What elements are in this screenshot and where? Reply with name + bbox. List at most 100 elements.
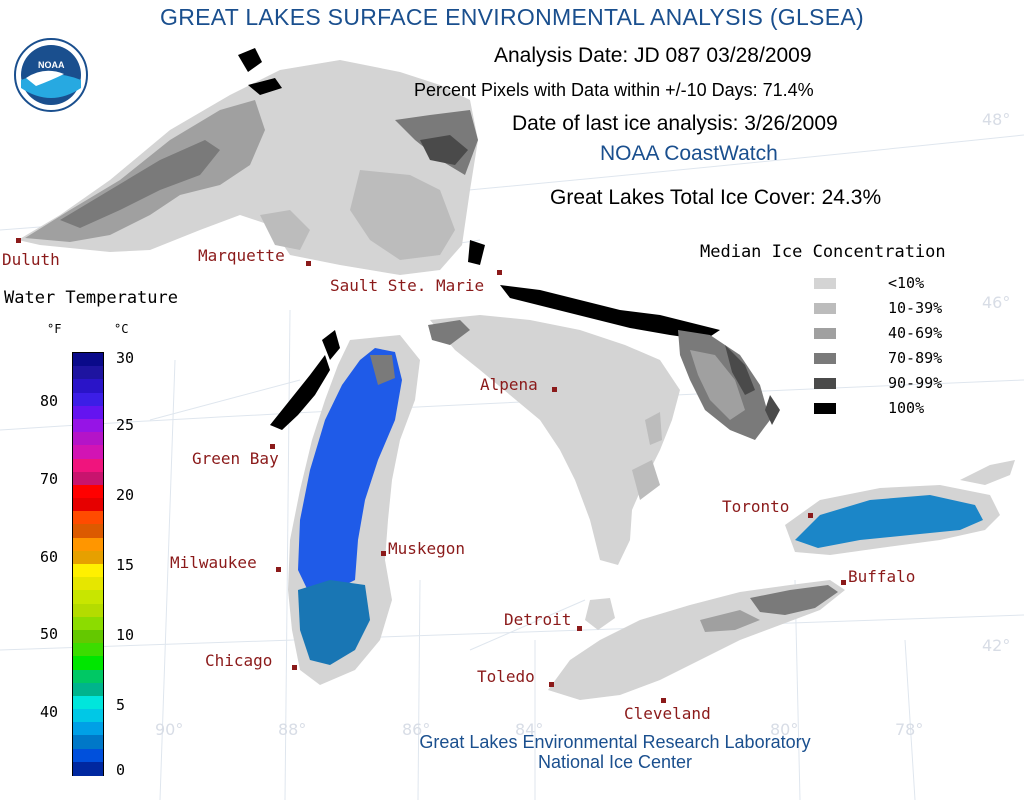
temp-bar-segment bbox=[73, 366, 103, 380]
temp-bar-segment bbox=[73, 695, 103, 710]
ice-legend-title: Median Ice Concentration bbox=[700, 242, 946, 262]
c-tick-label: 5 bbox=[116, 696, 126, 714]
temp-bar-segment bbox=[73, 511, 103, 525]
city-marker bbox=[577, 626, 582, 631]
c-tick-label: 0 bbox=[116, 761, 126, 779]
temp-bar-segment bbox=[73, 761, 103, 776]
ice-legend-label: 90-99% bbox=[888, 374, 943, 392]
total-ice-cover: Great Lakes Total Ice Cover: 24.3% bbox=[550, 186, 882, 209]
graticule-label: 42° bbox=[982, 636, 1011, 655]
city-marker bbox=[276, 567, 281, 572]
temp-bar-segment bbox=[73, 709, 103, 723]
noaa-logo: NOAA bbox=[14, 38, 88, 112]
temp-bar-segment bbox=[73, 537, 103, 552]
analysis-date: Analysis Date: JD 087 03/28/2009 bbox=[494, 44, 812, 67]
temp-bar-segment bbox=[73, 669, 103, 684]
c-tick-label: 15 bbox=[116, 556, 135, 574]
city-label: Duluth bbox=[2, 250, 60, 269]
temp-bar-segment bbox=[73, 471, 103, 486]
ice-legend-swatch bbox=[814, 278, 836, 289]
source-label: NOAA CoastWatch bbox=[600, 142, 778, 165]
graticule-label: 80° bbox=[770, 720, 799, 739]
noaa-logo-text: NOAA bbox=[38, 60, 65, 70]
city-label: Marquette bbox=[198, 246, 285, 265]
ice-legend-label: 70-89% bbox=[888, 349, 943, 367]
graticule-label: 86° bbox=[402, 720, 431, 739]
c-tick-label: 30 bbox=[116, 349, 135, 367]
temp-bar-segment bbox=[73, 550, 103, 565]
temp-bar-segment bbox=[73, 498, 103, 512]
ice-legend-label: <10% bbox=[888, 274, 925, 292]
graticule-label: 90° bbox=[155, 720, 184, 739]
ice-legend-swatch bbox=[814, 328, 836, 339]
city-label: Toronto bbox=[722, 497, 790, 516]
temp-bar-segment bbox=[73, 405, 103, 420]
temp-bar-segment bbox=[73, 643, 103, 657]
temp-bar-segment bbox=[73, 629, 103, 644]
city-label: Detroit bbox=[504, 610, 572, 629]
temp-bar-segment bbox=[73, 748, 103, 763]
city-label: Sault Ste. Marie bbox=[330, 276, 485, 295]
city-marker bbox=[808, 513, 813, 518]
city-marker bbox=[552, 387, 557, 392]
temp-bar-segment bbox=[73, 722, 103, 736]
lake-superior bbox=[18, 48, 478, 275]
credit-glerl: Great Lakes Environmental Research Labor… bbox=[419, 732, 811, 752]
ice-legend-swatch bbox=[814, 378, 836, 389]
city-label: Cleveland bbox=[624, 704, 711, 723]
temp-bar-segment bbox=[73, 353, 103, 367]
lake-michigan bbox=[270, 330, 420, 685]
lake-huron bbox=[428, 315, 780, 565]
ice-legend-swatch bbox=[814, 303, 836, 314]
city-marker bbox=[549, 682, 554, 687]
f-tick-label: 70 bbox=[40, 470, 59, 488]
ice-legend: Median Ice Concentration <10% 10-39% 40-69… bbox=[698, 242, 988, 422]
temp-bar-segment bbox=[73, 577, 103, 591]
temp-bar-segment bbox=[73, 432, 103, 446]
page-title: GREAT LAKES SURFACE ENVIRONMENTAL ANALYS… bbox=[160, 4, 864, 30]
temp-bar-segment bbox=[73, 445, 103, 459]
city-label: Chicago bbox=[205, 651, 273, 670]
city-marker bbox=[497, 270, 502, 275]
c-tick-label: 10 bbox=[116, 626, 135, 644]
temp-bar-segment bbox=[73, 656, 103, 670]
city-label: Green Bay bbox=[192, 449, 279, 468]
city-marker bbox=[661, 698, 666, 703]
temp-bar-segment bbox=[73, 603, 103, 618]
temperature-scale-bar bbox=[72, 352, 104, 776]
city-label: Muskegon bbox=[388, 539, 466, 558]
ice-legend-swatch bbox=[814, 353, 836, 364]
f-tick-label: 60 bbox=[40, 548, 59, 566]
city-marker bbox=[306, 261, 311, 266]
credit-nic: National Ice Center bbox=[537, 752, 693, 772]
temp-bar-segment bbox=[73, 564, 103, 578]
unit-f: °F bbox=[47, 322, 62, 336]
north-channel-ice bbox=[468, 240, 720, 340]
temp-bar-segment bbox=[73, 616, 103, 631]
city-marker bbox=[292, 665, 297, 670]
city-marker bbox=[841, 580, 846, 585]
temp-bar-segment bbox=[73, 590, 103, 605]
unit-c: °C bbox=[114, 322, 129, 336]
graticule-label: 84° bbox=[515, 720, 544, 739]
graticule-label: 88° bbox=[278, 720, 307, 739]
city-marker bbox=[270, 444, 275, 449]
ice-legend-label: 10-39% bbox=[888, 299, 943, 317]
ice-legend-label: 40-69% bbox=[888, 324, 943, 342]
temp-bar-segment bbox=[73, 418, 103, 433]
temp-bar-segment bbox=[73, 735, 103, 750]
f-tick-label: 50 bbox=[40, 625, 59, 643]
f-tick-label: 40 bbox=[40, 703, 59, 721]
temp-bar-segment bbox=[73, 682, 103, 697]
temp-bar-segment bbox=[73, 484, 103, 499]
graticule-label: 78° bbox=[895, 720, 924, 739]
city-label: Milwaukee bbox=[170, 553, 257, 572]
temp-bar-segment bbox=[73, 524, 103, 539]
c-tick-label: 20 bbox=[116, 486, 135, 504]
last-ice-date: Date of last ice analysis: 3/26/2009 bbox=[512, 112, 838, 135]
ice-legend-swatch bbox=[814, 403, 836, 414]
graticule-label: 48° bbox=[982, 110, 1011, 129]
city-marker bbox=[16, 238, 21, 243]
